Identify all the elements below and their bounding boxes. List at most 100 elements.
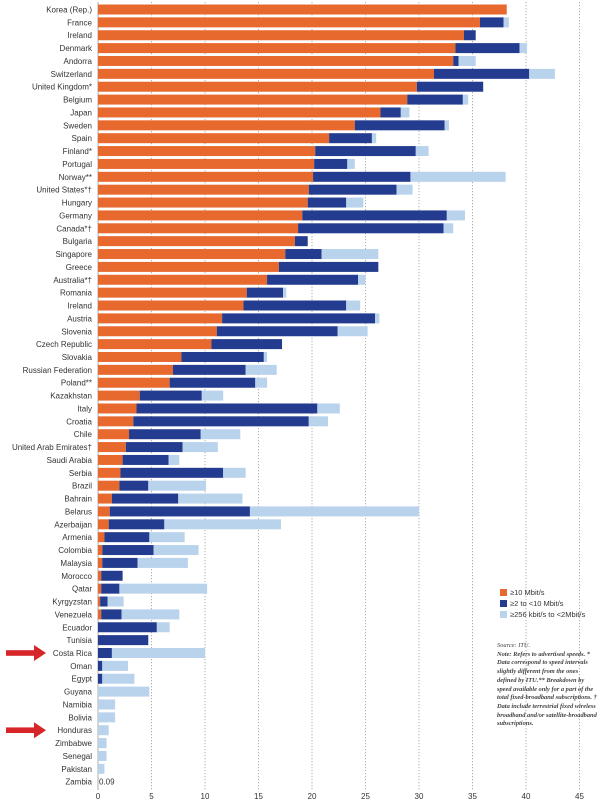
bar-low-speed-andorra <box>458 55 476 66</box>
legend-swatch-mid <box>500 600 507 607</box>
legend-label-high: ≥10 Mbit/s <box>510 588 545 597</box>
bar-low-speed-united-states <box>396 184 413 195</box>
bar-high-speed-saudi-arabia <box>98 454 123 465</box>
bar-mid-speed-bahrain <box>111 493 179 504</box>
bar-high-speed-belgium <box>98 94 408 105</box>
bar-high-speed-switzerland <box>98 68 434 79</box>
bar-high-speed-greece <box>98 261 279 272</box>
bar-mid-speed-colombia <box>102 545 154 556</box>
bar-mid-speed-morocco <box>101 570 123 581</box>
country-label-chile: Chile <box>74 430 93 439</box>
bar-high-speed-azerbaijan <box>98 519 109 530</box>
country-label-korea-rep: Korea (Rep.) <box>46 6 92 15</box>
country-label-bahrain: Bahrain <box>64 495 92 504</box>
country-label-azerbaijan: Azerbaijan <box>54 520 92 529</box>
country-label-croatia: Croatia <box>66 417 92 426</box>
bar-high-speed-chile <box>98 429 130 440</box>
country-label-united-kingdom: United Kingdom* <box>32 83 92 92</box>
country-label-slovenia: Slovenia <box>61 327 92 336</box>
legend-item-high: ≥10 Mbit/s <box>500 587 600 598</box>
legend-item-mid: ≥2 to <10 Mbit/s <box>500 598 600 609</box>
bar-high-speed-united-arab-emirates <box>98 442 126 453</box>
bar-mid-speed-costa-rica <box>98 648 112 658</box>
bar-high-speed-sweden <box>98 120 355 131</box>
country-label-saudi-arabia: Saudi Arabia <box>47 456 93 465</box>
bar-high-speed-colombia <box>98 545 103 556</box>
bar-low-speed-egypt <box>102 673 135 684</box>
bar-mid-speed-slovakia <box>181 351 264 362</box>
country-label-australia: Australia*† <box>53 276 92 285</box>
legend-label-mid: ≥2 to <10 Mbit/s <box>510 599 564 608</box>
bar-high-speed-denmark <box>98 43 456 54</box>
bar-low-speed-france <box>503 17 509 28</box>
country-label-italy: Italy <box>77 404 92 413</box>
bar-low-speed-belarus <box>249 506 419 517</box>
bar-low-speed-venezuela <box>121 609 180 620</box>
bar-high-speed-japan <box>98 107 381 118</box>
bar-mid-speed-brazil <box>119 480 149 491</box>
country-label-honduras: Honduras <box>57 726 92 735</box>
bar-high-speed-croatia <box>98 416 134 427</box>
bar-low-speed-norway <box>410 171 506 182</box>
country-label-slovakia: Slovakia <box>62 353 93 362</box>
country-label-japan: Japan <box>70 108 92 117</box>
country-label-poland: Poland** <box>61 379 92 388</box>
bar-low-speed-costa-rica <box>111 648 205 658</box>
bar-low-speed-ecuador <box>156 622 170 633</box>
bar-low-speed-canada <box>443 223 454 234</box>
bar-high-speed-venezuela <box>98 609 102 620</box>
bar-low-speed-namibia <box>98 699 116 710</box>
bar-low-speed-senegal <box>98 750 107 761</box>
bar-mid-speed-norway <box>313 171 411 182</box>
country-label-ireland: Ireland <box>68 31 92 40</box>
bar-mid-speed-united-kingdom <box>416 81 484 92</box>
bar-high-speed-germany <box>98 210 303 221</box>
bar-low-speed-armenia <box>149 532 185 543</box>
bar-high-speed-brazil <box>98 480 120 491</box>
bar-mid-speed-canada <box>298 223 444 234</box>
country-label-egypt: Egypt <box>72 675 93 684</box>
bar-high-speed-bahrain <box>98 493 112 504</box>
bar-high-speed-hungary <box>98 197 308 208</box>
bar-low-speed-zimbabwe <box>98 738 107 749</box>
bar-mid-speed-egypt <box>98 673 103 684</box>
country-label-finland: Finland* <box>63 147 92 156</box>
x-tick-label: 10 <box>201 792 210 801</box>
country-label-czech-republic: Czech Republic <box>36 340 92 349</box>
country-label-romania: Romania <box>60 289 93 298</box>
bars <box>98 4 555 774</box>
annotations: 0.09 <box>99 778 115 787</box>
bar-high-speed-romania <box>98 287 247 298</box>
bar-mid-speed-saudi-arabia <box>122 454 169 465</box>
highlight-arrow-costa-rica <box>6 645 46 661</box>
bar-low-speed-portugal <box>347 158 355 169</box>
country-label-switzerland: Switzerland <box>51 70 92 79</box>
bar-mid-speed-chile <box>129 429 201 440</box>
bar-low-speed-colombia <box>153 545 199 556</box>
country-label-portugal: Portugal <box>62 160 92 169</box>
bar-mid-speed-armenia <box>104 532 150 543</box>
bar-low-speed-denmark <box>519 43 528 54</box>
bar-mid-speed-bulgaria <box>294 236 308 247</box>
bar-mid-speed-belgium <box>407 94 463 105</box>
bar-low-speed-japan <box>400 107 410 118</box>
country-label-venezuela: Venezuela <box>55 610 93 619</box>
bar-high-speed-italy <box>98 403 137 414</box>
bar-high-speed-belarus <box>98 506 110 517</box>
bar-low-speed-singapore <box>321 249 379 260</box>
bar-high-speed-ireland <box>98 30 464 41</box>
country-label-armenia: Armenia <box>62 533 92 542</box>
bar-high-speed-czech-republic <box>98 339 212 350</box>
bar-mid-speed-ireland <box>463 30 476 41</box>
bar-high-speed-finland <box>98 146 316 157</box>
bar-mid-speed-slovenia <box>216 326 338 337</box>
bar-low-speed-qatar <box>119 583 208 594</box>
bar-mid-speed-czech-republic <box>211 339 283 350</box>
bar-high-speed-armenia <box>98 532 105 543</box>
bar-mid-speed-denmark <box>455 43 520 54</box>
bar-high-speed-poland <box>98 377 170 388</box>
bar-mid-speed-kyrgyzstan <box>100 596 108 607</box>
bar-mid-speed-italy <box>136 403 318 414</box>
bar-low-speed-bolivia <box>98 712 116 723</box>
bar-high-speed-korea-rep <box>98 4 507 15</box>
